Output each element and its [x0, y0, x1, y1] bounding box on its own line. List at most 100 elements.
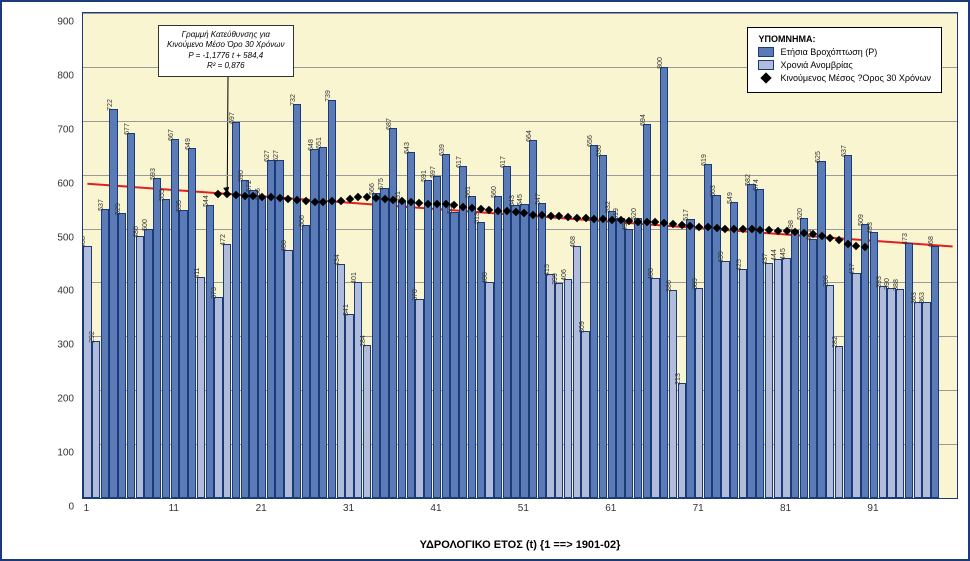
trend-annotation: Γραμμή Κατεύθυνσης γιαΚινούμενο Μέσο Όρο…: [158, 25, 294, 77]
bar-value-label: 617: [500, 156, 507, 168]
bar: 493: [870, 232, 878, 498]
bar: 472: [223, 244, 231, 498]
bar-value-label: 444: [771, 249, 778, 261]
bar-value-label: 292: [89, 331, 96, 343]
bar-value-label: 800: [657, 57, 664, 69]
bar: 575: [380, 188, 388, 498]
x-tick: 1: [84, 503, 90, 514]
bar-value-label: 341: [343, 304, 350, 316]
moving-avg-point: [485, 205, 493, 213]
bar: 282: [835, 346, 843, 498]
bar-value-label: 390: [884, 278, 891, 290]
bar: 309: [581, 331, 589, 498]
y-tick: 300: [57, 340, 74, 351]
x-tick: 31: [343, 503, 354, 514]
bar-value-label: 520: [797, 208, 804, 220]
bar: 517: [686, 219, 694, 498]
y-tick: 600: [57, 178, 74, 189]
bar-value-label: 363: [919, 293, 926, 305]
moving-avg-point: [564, 212, 572, 220]
bar: 529: [118, 213, 126, 498]
bar-value-label: 401: [351, 272, 358, 284]
bar-value-label: 396: [823, 275, 830, 287]
y-tick: 500: [57, 232, 74, 243]
bar: 549: [730, 202, 738, 498]
x-tick: 71: [693, 503, 704, 514]
bar: 593: [153, 178, 161, 498]
bar-value-label: 697: [229, 113, 236, 125]
bar-value-label: 411: [194, 267, 201, 278]
bar-value-label: 535: [176, 200, 183, 212]
bar: 396: [826, 285, 834, 498]
bar-value-label: 213: [675, 373, 682, 385]
bar-value-label: 284: [360, 335, 367, 347]
bar-value-label: 460: [281, 240, 288, 252]
annotation-line: Γραμμή Κατεύθυνσης για: [167, 30, 285, 40]
bar: 401: [354, 282, 362, 498]
moving-avg-point: [573, 214, 581, 222]
bar: 560: [494, 196, 502, 498]
moving-avg-point: [415, 198, 423, 206]
bar: 555: [162, 199, 170, 498]
bar-value-label: 509: [858, 214, 865, 226]
moving-avg-point: [555, 212, 563, 220]
legend-item: Ετήσια Βροχόπτωση (P): [758, 47, 931, 57]
bar: 519: [616, 218, 624, 498]
bar-value-label: 722: [107, 99, 114, 111]
annotation-line: R² = 0,876: [167, 61, 285, 71]
moving-avg-point: [354, 193, 362, 201]
legend-swatch: [761, 72, 772, 83]
bar: 399: [555, 283, 563, 498]
bar: 513: [477, 222, 485, 498]
bar-value-label: 309: [579, 322, 586, 334]
bar-value-label: 393: [876, 276, 883, 288]
bar-value-label: 425: [736, 259, 743, 271]
bar-value-label: 639: [439, 144, 446, 156]
bar-value-label: 544: [203, 195, 210, 207]
bar: 363: [914, 302, 922, 498]
moving-avg-point: [695, 223, 703, 231]
bar-value-label: 513: [474, 212, 481, 224]
bar-value-label: 575: [378, 178, 385, 190]
bar-value-label: 687: [386, 118, 393, 130]
bar-value-label: 399: [552, 273, 559, 285]
moving-avg-point: [826, 233, 834, 241]
bar: 437: [765, 263, 773, 498]
bar: 520: [800, 218, 808, 498]
moving-avg-point: [835, 236, 843, 244]
bar: 341: [345, 314, 353, 498]
moving-avg-point: [223, 189, 231, 197]
bar: 544: [206, 205, 214, 498]
moving-avg-point: [669, 220, 677, 228]
bar-value-label: 582: [745, 175, 752, 187]
bar-value-label: 506: [299, 215, 306, 227]
x-tick: 41: [430, 503, 441, 514]
bar-value-label: 386: [666, 280, 673, 292]
bar-value-label: 493: [867, 222, 874, 234]
bar: 498: [791, 230, 799, 498]
bar: 417: [852, 273, 860, 498]
bar: 213: [678, 383, 686, 498]
bar: 532: [608, 211, 616, 498]
bar: 732: [293, 104, 301, 498]
y-tick: 900: [57, 17, 74, 28]
x-axis: ΥΔΡΟΛΟΓΙΚΟ ΕΤΟΣ (t) {1 ==> 1901-02} 1112…: [82, 499, 958, 559]
bar-value-label: 739: [325, 90, 332, 102]
bar-value-label: 445: [780, 248, 787, 260]
legend-item: Χρονιά Ανομβρίας: [758, 60, 931, 70]
annotation-line: P = -1,1776 t + 584,4: [167, 51, 285, 61]
bar-value-label: 400: [482, 273, 489, 285]
moving-avg-point: [284, 195, 292, 203]
bar-value-label: 627: [264, 150, 271, 162]
bar: 656: [590, 145, 598, 499]
bar-value-label: 694: [640, 114, 647, 126]
bar-value-label: 408: [648, 268, 655, 280]
bar-value-label: 370: [412, 289, 419, 301]
bar: 400: [485, 282, 493, 498]
bar-value-label: 537: [98, 199, 105, 211]
bar-value-label: 529: [115, 203, 122, 215]
bar: 473: [905, 243, 913, 498]
moving-avg-point: [337, 196, 345, 204]
bar-value-label: 468: [928, 236, 935, 248]
bar-value-label: 667: [168, 129, 175, 141]
